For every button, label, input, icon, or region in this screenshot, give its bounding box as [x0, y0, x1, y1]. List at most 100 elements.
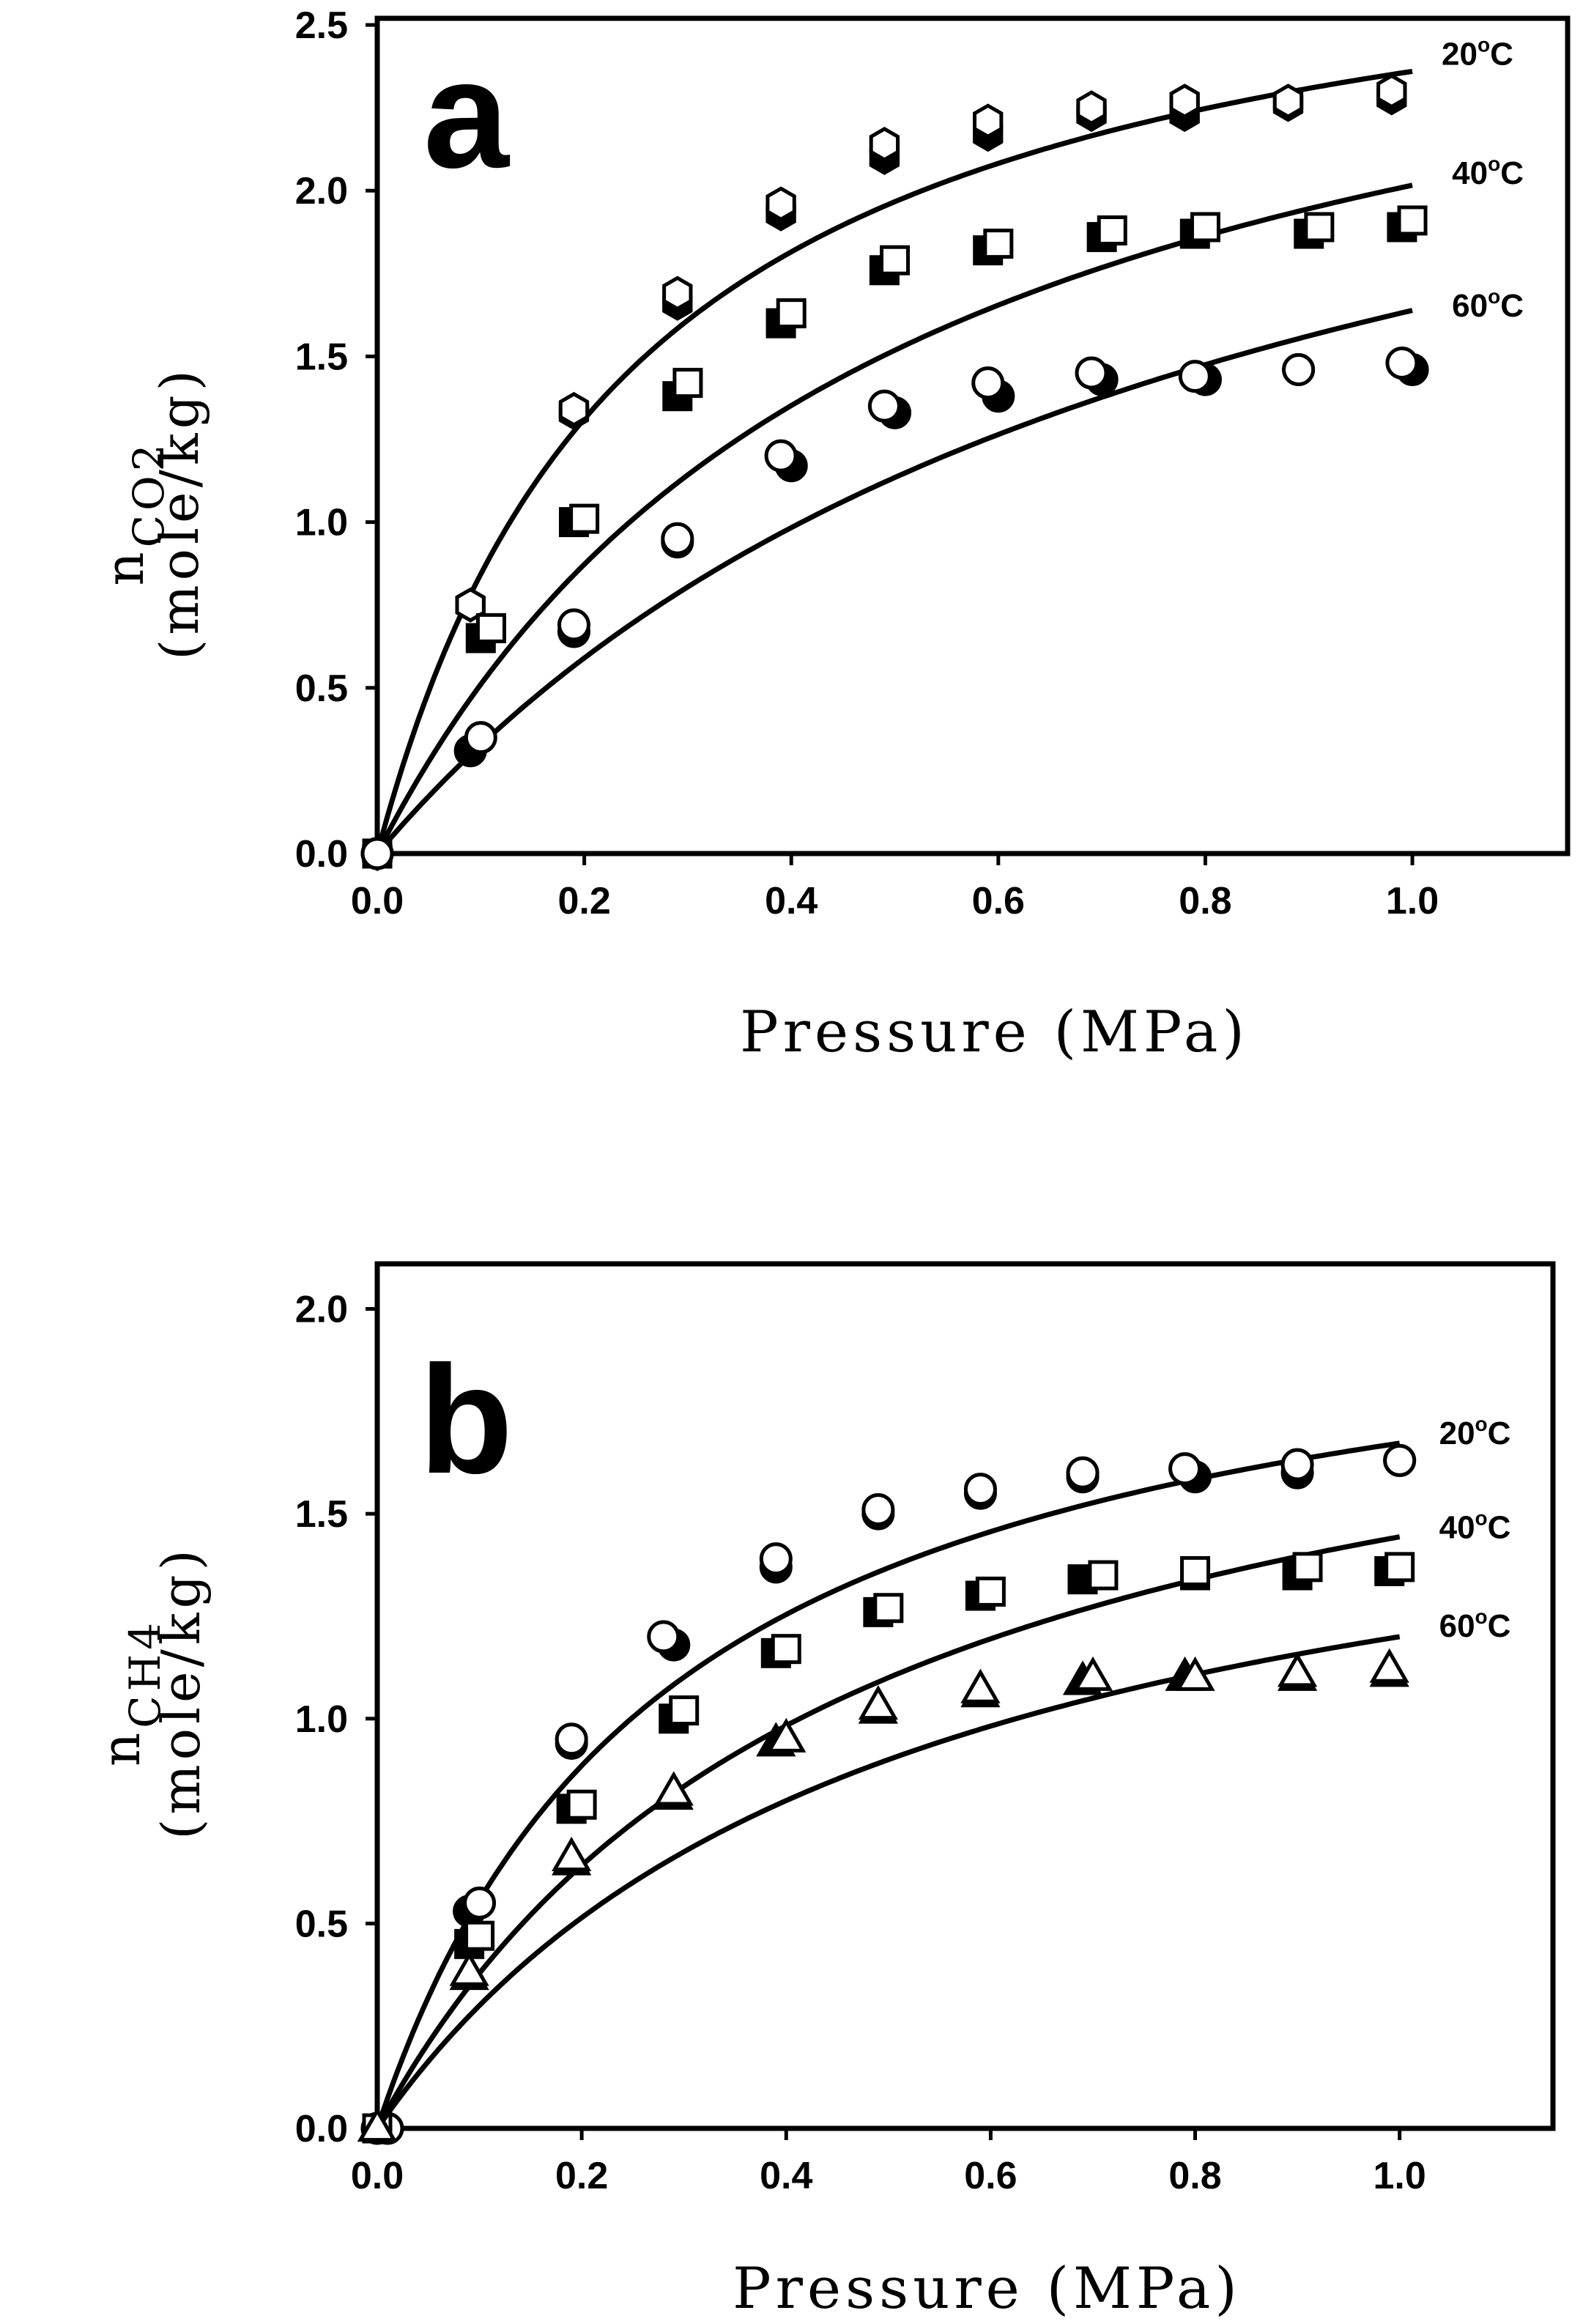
series-label: 40oC [1452, 152, 1524, 191]
y-tick-label: 1.0 [295, 502, 348, 544]
open-data-point [1292, 1552, 1323, 1583]
open-data-point [880, 245, 911, 275]
y-tick-label: 1.5 [295, 336, 348, 378]
fit-curve [374, 1440, 1401, 2130]
fit-curve [374, 182, 1413, 855]
series-label-degree: o [1488, 152, 1500, 175]
open-data-point [464, 721, 497, 755]
open-data-point [464, 1920, 495, 1951]
fit-curve [374, 1534, 1401, 2130]
series-label-unit: C [1488, 1510, 1511, 1546]
panel-letter: b [419, 1333, 513, 1506]
open-data-point [1072, 1656, 1113, 1691]
y-tick-label: 0.0 [295, 833, 348, 876]
x-tick-label: 0.2 [557, 880, 610, 922]
y-axis-quantity: nCO2 [94, 440, 174, 585]
series-label-unit: C [1488, 1608, 1511, 1644]
series-20C: 20oC [362, 33, 1513, 871]
open-data-point [569, 503, 600, 534]
open-data-point [1168, 1452, 1202, 1486]
y-axis-title: nCH4 [90, 1618, 170, 1766]
fit-curve [375, 308, 1413, 856]
series-40C: 40oC [362, 152, 1524, 869]
y-axis-title: nCO2 [94, 440, 174, 585]
open-data-point [960, 1668, 1001, 1703]
x-tick-label: 1.0 [1373, 2155, 1426, 2197]
open-data-point [647, 1620, 681, 1654]
open-data-point [776, 298, 807, 329]
x-tick-label: 0.4 [765, 880, 818, 922]
open-data-point [552, 1836, 592, 1872]
y-tick-label: 0.5 [295, 667, 348, 710]
y-axis-subscript: CO2 [124, 440, 174, 547]
open-data-point [873, 1593, 904, 1624]
open-data-point [1385, 346, 1419, 380]
series-label-number: 20 [1439, 1416, 1475, 1451]
open-data-point [869, 127, 900, 162]
open-data-point [983, 229, 1014, 259]
open-data-point [672, 368, 703, 399]
open-data-point [1097, 215, 1127, 246]
series-label-unit: C [1500, 155, 1524, 191]
y-axis-unit: (mole/kg) [149, 366, 210, 659]
open-data-point [1397, 205, 1428, 236]
fit-curve [374, 68, 1413, 854]
open-data-point [867, 389, 901, 423]
panel-a: 0.0 0.2 0.4 0.6 0.8 1.0 0.0 0.5 1.0 1.5 2.0 2.5 Pres… [94, 4, 1571, 1065]
y-axis-symbol: n [90, 1728, 152, 1766]
y-tick-label: 2.0 [295, 1289, 348, 1331]
series-label-degree: o [1475, 1413, 1488, 1435]
x-axis-title: Pressure (MPa) [740, 999, 1249, 1065]
series-label-unit: C [1500, 288, 1524, 324]
open-data-point [1088, 1560, 1119, 1591]
plot-frame [374, 15, 1571, 856]
y-tick-label: 0.0 [295, 2108, 348, 2150]
open-data-point [558, 391, 590, 427]
series-60C: 60oC [357, 1605, 1511, 2142]
open-data-point [463, 1886, 497, 1920]
open-data-point [1272, 84, 1304, 119]
x-tick-label: 0.0 [351, 880, 404, 922]
open-data-point [1304, 212, 1335, 243]
fit-curve [375, 1634, 1401, 2131]
y-tick-label: 1.5 [295, 1493, 348, 1536]
open-data-point [963, 1473, 997, 1506]
x-axis-title: Pressure (MPa) [733, 2256, 1242, 2322]
open-data-point [557, 608, 590, 642]
series-40C: 40oC [362, 1507, 1511, 2144]
open-data-point [1282, 353, 1316, 387]
series-label-number: 40 [1452, 155, 1488, 191]
x-tick-label: 0.6 [964, 2155, 1017, 2197]
series-label-number: 40 [1439, 1510, 1475, 1546]
series-20C: 20o C [360, 1413, 1511, 2145]
open-data-point [975, 1576, 1006, 1607]
series-label: 20oC [1439, 1413, 1511, 1451]
open-data-point [662, 275, 693, 311]
open-data-point [861, 1493, 895, 1527]
open-data-point [1277, 1652, 1318, 1687]
open-data-point [566, 1789, 597, 1820]
open-data-point [764, 439, 798, 473]
plot-frame [374, 1261, 1556, 2131]
open-data-point [661, 522, 694, 555]
x-tick-label: 1.0 [1386, 880, 1439, 922]
open-data-point [1175, 1656, 1215, 1691]
open-data-point [1369, 1648, 1409, 1683]
y-axis-unit: (mole/kg) [150, 1545, 212, 1839]
series-label-unit: C [1490, 36, 1513, 72]
y-axis-unit-group: (mole/kg) [149, 366, 210, 659]
open-data-point [1383, 1443, 1417, 1477]
open-data-point [971, 366, 1005, 400]
series-60C: 60oC [360, 285, 1524, 870]
panel-b: 0.0 0.2 0.4 0.6 0.8 1.0 0.0 0.5 1.0 1.5 2.0 Pressur… [90, 1261, 1556, 2322]
x-tick-label: 0.8 [1168, 2155, 1221, 2197]
open-data-point [475, 613, 506, 643]
series-label-number: 60 [1452, 288, 1488, 324]
open-data-point [555, 1722, 588, 1756]
y-tick-label: 1.0 [295, 1698, 348, 1741]
series-label: 40oC [1439, 1507, 1511, 1546]
open-data-point [759, 1542, 793, 1576]
open-data-point [1178, 360, 1212, 393]
open-data-point [455, 587, 486, 623]
